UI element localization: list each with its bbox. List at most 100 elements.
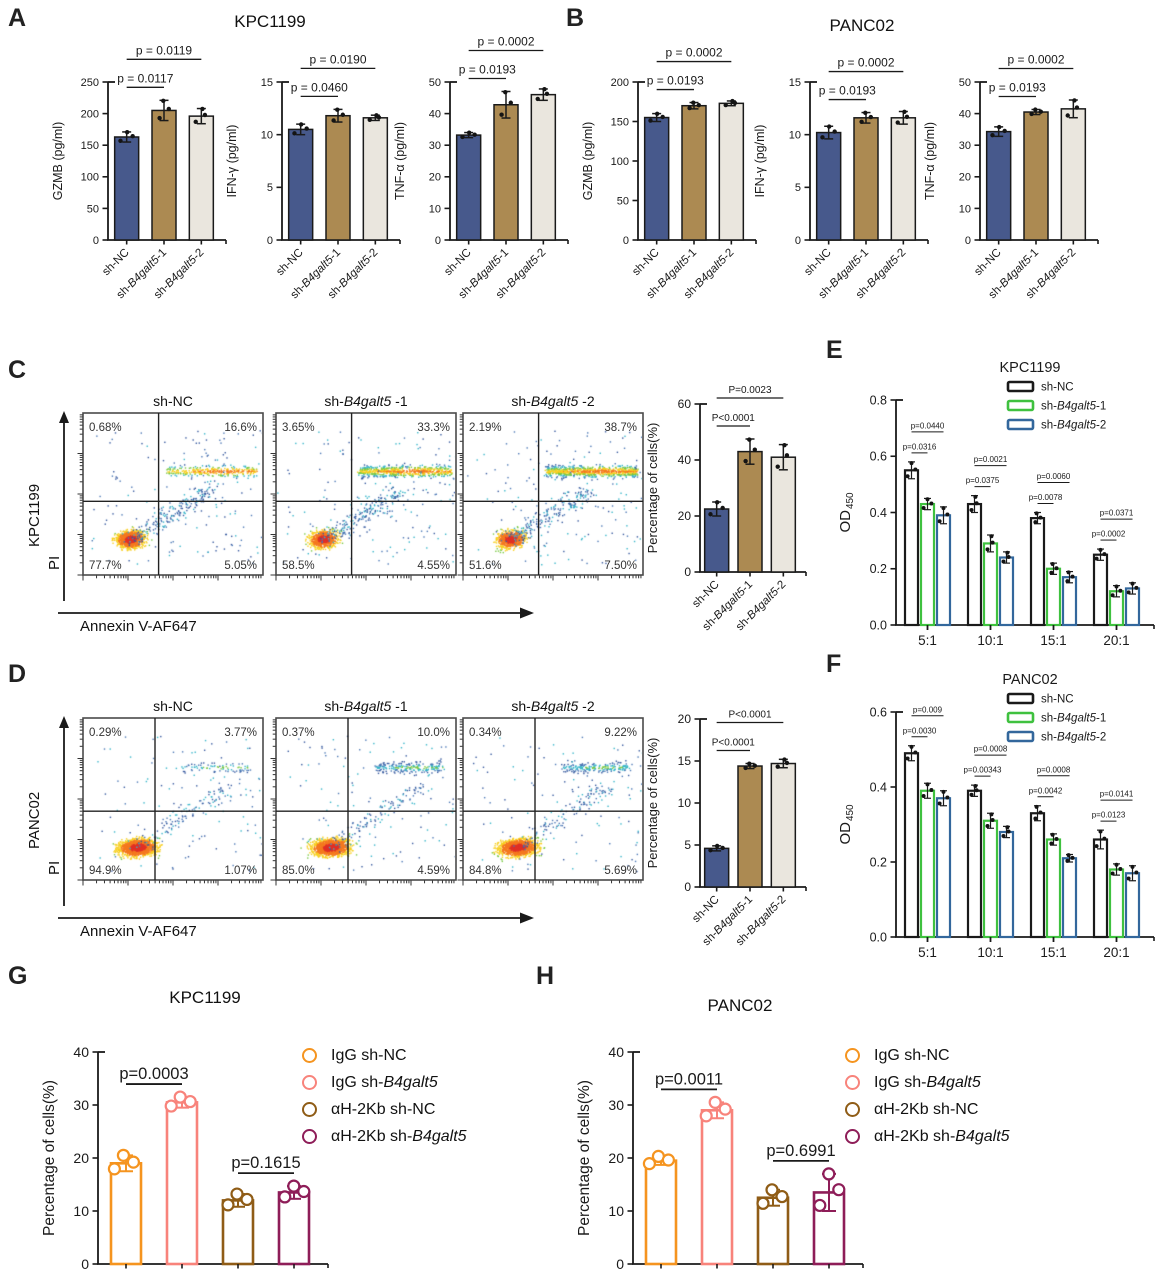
svg-text:sh-B4galt5-1: sh-B4galt5-1 — [1041, 713, 1106, 725]
svg-text:sh-NC: sh-NC — [630, 247, 662, 279]
svg-text:30: 30 — [429, 140, 441, 152]
legend-marker-circle — [302, 1075, 317, 1090]
flow-plot-title: sh-B4galt5 -2 — [511, 698, 595, 714]
svg-text:p=0.0008: p=0.0008 — [1037, 765, 1071, 774]
legend-item: αH-2Kb sh-B4galt5 — [302, 1123, 467, 1150]
flow-scatter-canvas — [84, 719, 262, 879]
legend-label: αH-2Kb sh-NC — [874, 1100, 979, 1118]
annexin-axis-label: Annexin V-AF647 — [80, 618, 197, 635]
svg-text:0: 0 — [795, 235, 801, 247]
svg-text:sh-B4galt5-1: sh-B4galt5-1 — [1041, 401, 1106, 413]
svg-text:Percentage of cells(%): Percentage of cells(%) — [41, 1080, 58, 1236]
svg-text:0: 0 — [435, 235, 441, 247]
panel-label-h: H — [536, 962, 555, 990]
flow-scatter-canvas — [84, 414, 262, 574]
chart-od450-kpc1199: KPC1199 0.0 0.2 0.4 0.6 0.8 OD450 5:1 10:1 15:1 20… — [837, 360, 1155, 648]
svg-text:Percentage of cells(%): Percentage of cells(%) — [645, 738, 660, 869]
svg-text:10: 10 — [678, 796, 692, 810]
svg-text:0.0: 0.0 — [870, 930, 887, 944]
svg-text:10: 10 — [261, 130, 273, 142]
svg-text:20:1: 20:1 — [1103, 945, 1129, 960]
svg-text:P<0.0001: P<0.0001 — [728, 710, 772, 721]
svg-text:94.9%: 94.9% — [89, 865, 122, 877]
svg-text:GZMB (pg/ml): GZMB (pg/ml) — [581, 122, 595, 200]
svg-text:0: 0 — [267, 235, 273, 247]
svg-text:50: 50 — [429, 77, 441, 89]
flow-cell-line-label: KPC1199 — [26, 483, 43, 547]
svg-text:sh-NC: sh-NC — [972, 247, 1004, 279]
legend-marker-circle — [302, 1048, 317, 1063]
flow-scatter-plot: 0.29% 3.77% 94.9% 1.07% — [75, 716, 271, 906]
legend-item: αH-2Kb sh-B4galt5 — [845, 1123, 1010, 1150]
svg-text:60: 60 — [678, 397, 692, 411]
svg-text:p=0.00343: p=0.00343 — [963, 766, 1002, 775]
flow-scatter-canvas — [464, 414, 642, 574]
legend-label: αH-2Kb sh-NC — [331, 1100, 436, 1118]
flow-plot-title: sh-B4galt5 -1 — [324, 698, 408, 714]
svg-text:30: 30 — [959, 140, 971, 152]
svg-text:p=0.0011: p=0.0011 — [655, 1070, 723, 1088]
svg-text:sh-NC: sh-NC — [1041, 694, 1074, 706]
svg-text:85.0%: 85.0% — [282, 865, 315, 877]
svg-text:p = 0.0002: p = 0.0002 — [477, 34, 534, 48]
svg-text:10: 10 — [789, 130, 801, 142]
flow-plot-title: sh-NC — [153, 698, 193, 714]
svg-text:20:1: 20:1 — [1103, 633, 1129, 648]
svg-text:10: 10 — [959, 203, 971, 215]
svg-text:0.0: 0.0 — [870, 618, 887, 632]
panel-a-title: KPC1199 — [234, 12, 306, 31]
svg-text:sh-NC: sh-NC — [1041, 382, 1074, 394]
flow-scatter-plot: 0.37% 10.0% 85.0% 4.59% — [268, 716, 464, 906]
legend-item: IgG sh-NC — [845, 1042, 1010, 1069]
svg-text:p=0.0042: p=0.0042 — [1029, 786, 1063, 795]
pi-axis-label: PI — [46, 860, 63, 876]
svg-text:p=0.0030: p=0.0030 — [903, 726, 937, 735]
svg-text:0.37%: 0.37% — [282, 727, 315, 739]
panel-h-title: PANC02 — [707, 996, 773, 1015]
panel-label-d: D — [8, 660, 27, 688]
svg-text:4.59%: 4.59% — [417, 865, 450, 877]
annexin-axis-arrow — [58, 607, 534, 619]
svg-text:10: 10 — [608, 1203, 624, 1219]
svg-text:0: 0 — [93, 235, 99, 247]
svg-text:3.65%: 3.65% — [282, 422, 315, 434]
svg-text:50: 50 — [617, 195, 629, 207]
svg-text:p=0.1615: p=0.1615 — [231, 1154, 300, 1172]
svg-text:p=0.0440: p=0.0440 — [911, 421, 945, 430]
svg-text:p=0.6991: p=0.6991 — [766, 1142, 835, 1160]
flow-scatter-plot: 2.19% 38.7% 51.6% 7.50% — [455, 411, 651, 601]
svg-text:0.68%: 0.68% — [89, 422, 122, 434]
svg-text:OD450: OD450 — [837, 804, 856, 844]
svg-text:p=0.0123: p=0.0123 — [1092, 811, 1126, 820]
svg-text:p = 0.0193: p = 0.0193 — [989, 80, 1046, 94]
svg-text:0: 0 — [623, 235, 629, 247]
svg-text:5: 5 — [267, 182, 273, 194]
svg-text:40: 40 — [959, 108, 971, 120]
flow-scatter-plot: 0.34% 9.22% 84.8% 5.69% — [455, 716, 651, 906]
svg-text:p=0.0316: p=0.0316 — [903, 442, 937, 451]
svg-text:TNF-α (pg/ml): TNF-α (pg/ml) — [393, 122, 407, 200]
svg-text:0.4: 0.4 — [870, 780, 887, 794]
svg-text:0: 0 — [684, 565, 691, 579]
svg-text:15: 15 — [261, 77, 273, 89]
svg-text:200: 200 — [81, 108, 99, 120]
svg-text:20: 20 — [608, 1150, 624, 1166]
svg-text:20: 20 — [678, 509, 692, 523]
legend-item: αH-2Kb sh-NC — [845, 1096, 1010, 1123]
svg-text:0: 0 — [965, 235, 971, 247]
svg-text:p = 0.0002: p = 0.0002 — [1007, 52, 1064, 66]
annexin-axis-arrow — [58, 912, 534, 924]
svg-text:10:1: 10:1 — [977, 945, 1003, 960]
flow-scatter-plot: 3.65% 33.3% 58.5% 4.55% — [268, 411, 464, 601]
svg-text:sh-B4galt5-2: sh-B4galt5-2 — [1041, 732, 1106, 744]
svg-text:P<0.0001: P<0.0001 — [712, 738, 756, 749]
svg-text:sh-NC: sh-NC — [442, 247, 474, 279]
svg-text:p = 0.0193: p = 0.0193 — [459, 62, 516, 76]
svg-text:p=0.0141: p=0.0141 — [1100, 790, 1134, 799]
svg-text:sh-B4galt5-2: sh-B4galt5-2 — [1041, 420, 1106, 432]
svg-text:30: 30 — [73, 1097, 89, 1113]
svg-text:20: 20 — [678, 712, 692, 726]
